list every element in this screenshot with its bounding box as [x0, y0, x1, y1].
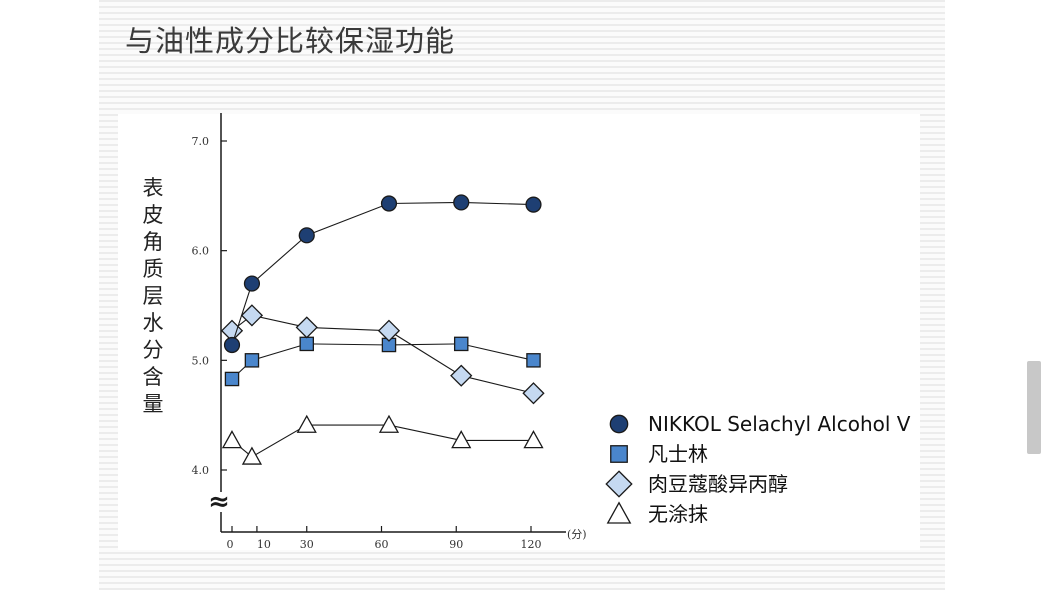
y-axis-label-char: 表: [143, 176, 164, 200]
data-point-circle: [380, 195, 398, 212]
x-tick-label: 30: [300, 538, 314, 551]
data-point-triangle: [221, 430, 243, 449]
chart-panel: [118, 114, 920, 550]
y-axis-label-char: 皮: [143, 203, 164, 227]
scrollbar-thumb[interactable]: [1027, 361, 1041, 454]
page-title: 与油性成分比较保湿功能: [125, 24, 456, 58]
legend-label: 肉豆蔻酸异丙醇: [648, 472, 788, 496]
y-axis-label-char: 层: [143, 284, 164, 308]
series-triangle: [221, 414, 544, 465]
y-axis-label-char: 量: [143, 392, 164, 416]
legend-marker-diamond: [605, 470, 633, 498]
data-point-square: [526, 353, 541, 368]
legend-marker-triangle: [606, 501, 632, 524]
data-point-circle: [298, 227, 315, 244]
x-tick-label: 10: [257, 538, 271, 551]
data-point-triangle: [523, 430, 544, 449]
legend-label: 无涂抹: [648, 502, 708, 526]
data-point-square: [453, 336, 469, 352]
legend-marker-square: [610, 445, 628, 463]
series-line: [231, 201, 534, 346]
y-axis-label-char: 质: [143, 257, 164, 281]
y-axis-label-char: 含: [143, 365, 164, 389]
data-point-circle: [243, 275, 261, 292]
data-point-square: [224, 371, 240, 387]
series-circle: [223, 194, 542, 354]
series-square: [224, 336, 541, 387]
legend-label: NIKKOL Selachyl Alcohol V: [648, 412, 911, 436]
legend-marker-circle: [609, 414, 629, 434]
data-point-diamond: [295, 316, 318, 339]
y-tick-label: 5.0: [192, 354, 210, 367]
x-tick-label: 0: [227, 538, 234, 551]
data-point-diamond: [377, 319, 401, 342]
data-point-diamond: [522, 382, 545, 405]
axis-break-mark: ≈: [208, 487, 230, 517]
y-tick-label: 6.0: [192, 245, 210, 258]
legend-label: 凡士林: [648, 442, 708, 466]
data-point-triangle: [296, 414, 317, 433]
data-point-diamond: [450, 364, 473, 387]
y-axis-label-char: 水: [143, 311, 164, 335]
data-point-triangle: [451, 430, 472, 449]
chart-series: [220, 194, 545, 465]
y-tick-label: 7.0: [192, 135, 210, 148]
series-diamond: [220, 304, 545, 405]
y-axis-label-char: 分: [143, 338, 164, 362]
data-point-circle: [223, 336, 241, 354]
x-tick-label: 120: [521, 538, 542, 551]
data-point-circle: [453, 194, 470, 211]
data-point-square: [299, 336, 314, 352]
data-point-square: [244, 353, 260, 368]
x-tick-label: 60: [375, 538, 389, 551]
data-point-triangle: [378, 414, 400, 433]
data-point-triangle: [241, 446, 263, 465]
y-axis-label-char: 角: [143, 230, 164, 254]
data-point-diamond: [240, 304, 264, 327]
data-point-circle: [525, 196, 542, 213]
x-tick-label: 90: [449, 538, 463, 551]
chart-axes: ≈7.0 6.0 5.0 4.0 0 10 30 60 90 120 (分): [192, 113, 587, 551]
x-axis-unit: (分): [567, 528, 587, 541]
y-tick-label: 4.0: [192, 464, 210, 477]
